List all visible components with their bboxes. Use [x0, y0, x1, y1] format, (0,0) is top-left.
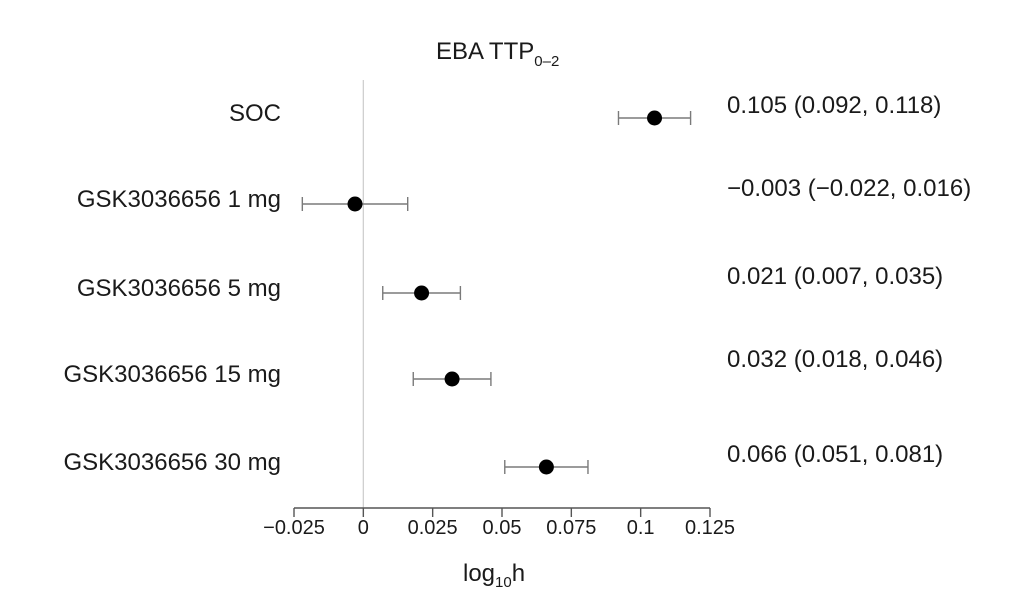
x-axis-label-subscript: 10	[495, 574, 512, 591]
x-tick-label: 0	[357, 517, 369, 539]
estimate-annotation: 0.066 (0.051, 0.081)	[727, 441, 944, 468]
estimate-annotation: 0.032 (0.018, 0.046)	[727, 346, 944, 373]
estimate-annotation: 0.105 (0.092, 0.118)	[727, 92, 942, 119]
estimate-annotation: 0.021 (0.007, 0.035)	[727, 263, 944, 290]
x-axis-label-suffix: h	[511, 560, 526, 587]
chart-title-main: EBA TTP	[436, 38, 535, 65]
x-tick-label: 0.075	[546, 517, 597, 539]
point-estimate	[538, 459, 554, 475]
chart-title: EBA TTP0–2	[436, 38, 559, 70]
category-label: GSK3036656 5 mg	[76, 275, 281, 302]
point-estimate	[647, 110, 663, 126]
x-tick-label: 0.125	[684, 517, 736, 539]
category-label: GSK3036656 1 mg	[76, 186, 281, 213]
chart-title-subscript: 0–2	[534, 53, 560, 70]
x-tick-label: 0.1	[626, 517, 655, 539]
point-estimate	[414, 285, 430, 301]
point-estimate	[347, 196, 363, 212]
x-tick-label: −0.025	[263, 517, 325, 539]
category-label: GSK3036656 15 mg	[63, 361, 282, 388]
estimate-annotation: −0.003 (−0.022, 0.016)	[727, 175, 972, 202]
point-estimate	[444, 371, 460, 387]
x-axis-label-main: log	[463, 560, 496, 587]
x-axis-label: log10h	[463, 560, 525, 591]
x-tick-label: 0.025	[407, 517, 458, 539]
category-label: SOC	[228, 100, 281, 127]
category-label: GSK3036656 30 mg	[63, 449, 282, 476]
x-tick-label: 0.05	[482, 517, 522, 539]
